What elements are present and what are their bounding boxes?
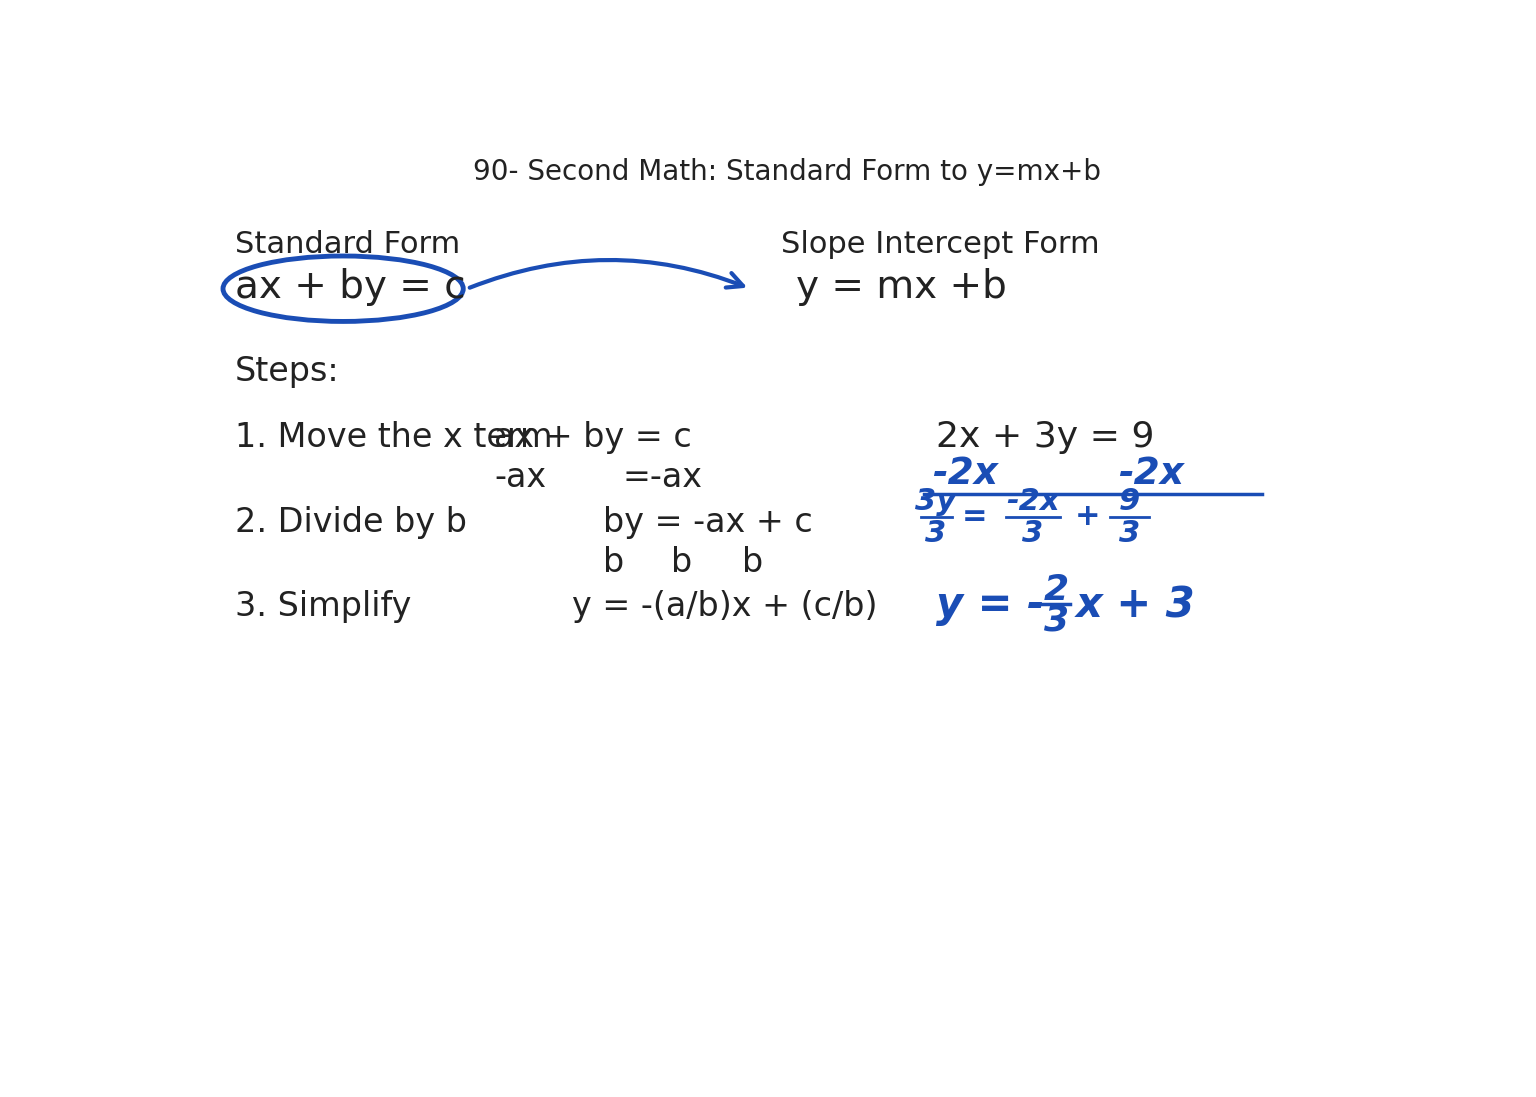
Text: =: = <box>962 502 988 531</box>
Text: ax + by = c: ax + by = c <box>495 421 693 454</box>
Text: =-ax: =-ax <box>622 461 702 494</box>
Text: y = -: y = - <box>935 585 1044 626</box>
Text: b: b <box>602 545 624 578</box>
Text: ax + by = c: ax + by = c <box>235 268 465 306</box>
Text: 3: 3 <box>1043 603 1069 637</box>
Text: -2x: -2x <box>1006 487 1060 516</box>
Text: 3: 3 <box>925 519 946 548</box>
Text: 3y: 3y <box>915 487 957 516</box>
Text: b: b <box>671 545 693 578</box>
Text: y = mx +b: y = mx +b <box>797 268 1008 306</box>
FancyArrowPatch shape <box>470 260 743 287</box>
Text: 3. Simplify: 3. Simplify <box>235 590 412 623</box>
Text: 2. Divide by b: 2. Divide by b <box>235 506 467 539</box>
Text: 3: 3 <box>1120 519 1140 548</box>
Text: -2x: -2x <box>1118 455 1184 491</box>
Text: -2x: -2x <box>932 455 998 491</box>
Text: 1. Move the x term: 1. Move the x term <box>235 421 553 454</box>
Text: 2: 2 <box>1043 573 1069 607</box>
Text: by = -ax + c: by = -ax + c <box>602 506 813 539</box>
Text: b: b <box>742 545 763 578</box>
Text: 90- Second Math: Standard Form to y=mx+b: 90- Second Math: Standard Form to y=mx+b <box>473 158 1101 185</box>
Text: -ax: -ax <box>495 461 547 494</box>
Text: +: + <box>1074 502 1100 531</box>
Text: x + 3: x + 3 <box>1075 585 1195 626</box>
Text: 3: 3 <box>1023 519 1043 548</box>
Text: 2x + 3y = 9: 2x + 3y = 9 <box>935 420 1155 454</box>
Text: 9: 9 <box>1120 487 1140 516</box>
Text: y = -(a/b)x + (c/b): y = -(a/b)x + (c/b) <box>571 590 877 623</box>
Text: Standard Form: Standard Form <box>235 230 459 259</box>
Text: Steps:: Steps: <box>235 355 339 388</box>
Text: Slope Intercept Form: Slope Intercept Form <box>780 230 1100 259</box>
